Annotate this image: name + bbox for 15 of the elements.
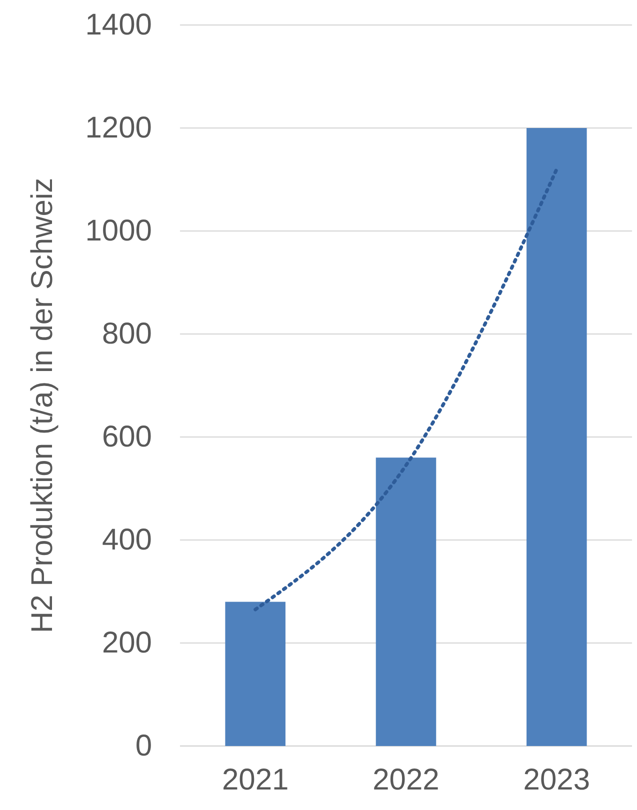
y-tick-label: 0 [135,730,152,763]
y-tick-label: 1400 [85,8,152,42]
x-tick-label: 2023 [523,763,590,796]
x-tick-label: 2022 [372,763,440,796]
y-axis-title: H2 Produktion (t/a) in der Schweiz [26,178,59,634]
y-tick-label: 800 [102,318,152,351]
y-tick-label: 200 [102,626,152,660]
y-tick-label: 1000 [85,214,152,248]
bar [376,458,436,746]
y-tick-label: 600 [102,420,152,454]
y-tick-label: 1200 [85,112,152,145]
y-tick-label: 400 [102,524,152,557]
bar [225,602,286,746]
bar [526,128,587,746]
x-tick-label: 2021 [222,763,289,796]
